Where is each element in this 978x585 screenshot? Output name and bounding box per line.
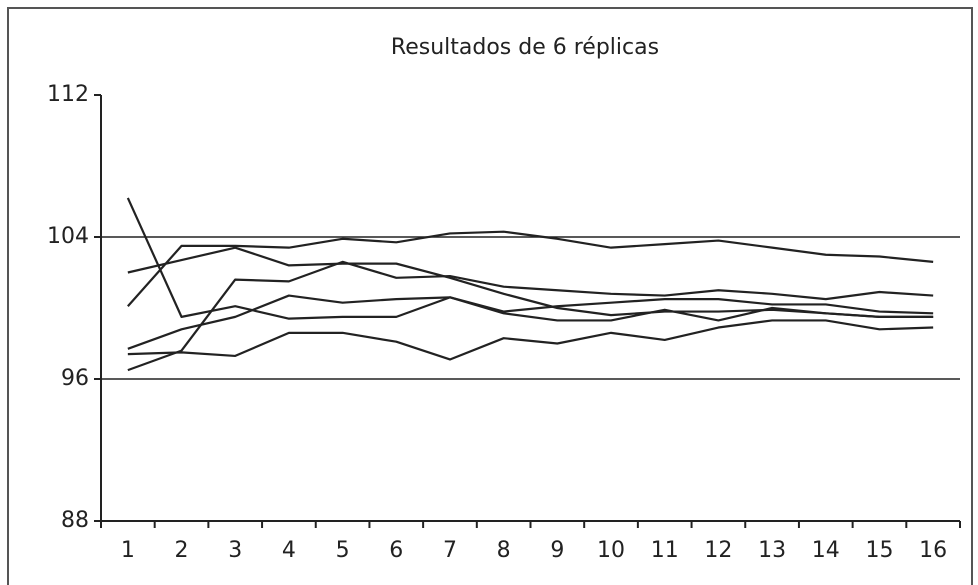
y-tick-label: 88 (61, 508, 89, 533)
series-line (127, 294, 934, 350)
chart-frame (7, 7, 973, 585)
x-tick-label: 15 (865, 538, 893, 563)
x-tick-label: 1 (121, 538, 135, 563)
x-tick-label: 10 (597, 538, 625, 563)
x-tick-label: 13 (758, 538, 786, 563)
x-tick-label: 8 (497, 538, 511, 563)
x-tick-label: 14 (812, 538, 840, 563)
y-tick-label: 104 (47, 224, 89, 249)
x-tick-label: 9 (550, 538, 564, 563)
series-line (127, 260, 934, 372)
x-tick-label: 3 (228, 538, 242, 563)
x-tick-label: 12 (704, 538, 732, 563)
chart-title: Resultados de 6 réplicas (391, 35, 659, 60)
y-tick-label: 96 (61, 366, 89, 391)
series-line (127, 246, 934, 318)
x-tick-label: 11 (651, 538, 679, 563)
x-tick-label: 5 (336, 538, 350, 563)
y-tick-label: 112 (47, 82, 89, 107)
x-tick-label: 2 (175, 538, 189, 563)
x-tick-label: 4 (282, 538, 296, 563)
x-tick-label: 6 (389, 538, 403, 563)
series-line (127, 319, 934, 361)
x-tick-label: 7 (443, 538, 457, 563)
x-tick-label: 16 (919, 538, 947, 563)
series-line (127, 230, 934, 307)
